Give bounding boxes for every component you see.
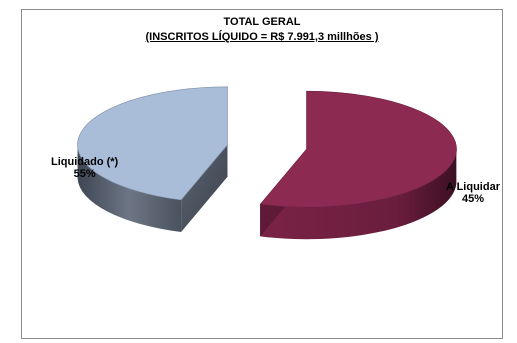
pie-chart — [77, 86, 457, 240]
label-liquidado-name: Liquidado (*) — [51, 156, 119, 168]
label-a-liquidar: A Liquidar 45% — [446, 181, 500, 205]
label-a-liquidar-name: A Liquidar — [446, 181, 500, 193]
chart-title: TOTAL GERAL — [223, 16, 301, 28]
chart-area: TOTAL GERAL (INSCRITOS LÍQUIDO = R$ 7.99… — [21, 9, 503, 339]
slice-cut-1-0 — [181, 144, 228, 232]
label-liquidado: Liquidado (*) 55% — [51, 156, 118, 180]
slice-top-1 — [77, 86, 228, 201]
chart-subtitle: (INSCRITOS LÍQUIDO = R$ 7.991,3 millhões… — [145, 31, 379, 43]
label-a-liquidar-percent: 45% — [461, 193, 484, 205]
slice-side-1-0 — [77, 146, 182, 232]
slice-top-0 — [259, 90, 457, 208]
slice-side-0-0 — [260, 151, 457, 240]
label-liquidado-percent: 55% — [73, 168, 96, 180]
